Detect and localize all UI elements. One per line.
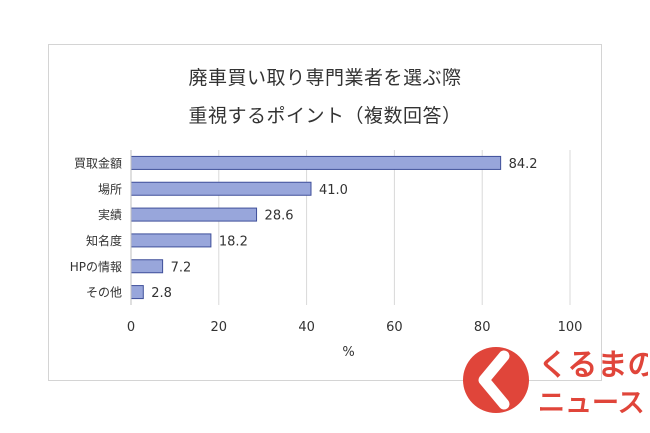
x-tick-label: 60 [386, 320, 403, 335]
bar [130, 181, 312, 196]
data-label: 41.0 [319, 183, 348, 198]
x-tick-label: 0 [127, 320, 135, 335]
category-label: 知名度 [86, 233, 122, 248]
logo-text-top: くるまの [538, 348, 648, 383]
logo-text-bottom: ニュース [538, 388, 645, 419]
x-axis-label: % [342, 345, 354, 360]
bar [130, 259, 164, 274]
bar [130, 285, 144, 300]
category-label: その他 [86, 286, 122, 300]
kuruma-news-logo: くるまの ニュース [463, 347, 648, 419]
logo-circle-icon [463, 347, 529, 413]
category-label: 買取金額 [74, 155, 122, 170]
chart-title-line1: 廃車買い取り専門業者を選ぶ際 [188, 67, 462, 89]
x-tick-label: 80 [474, 320, 491, 335]
x-tick-label: 20 [211, 320, 228, 335]
data-label: 18.2 [219, 234, 248, 249]
chart-title-line2: 重視するポイント（複数回答） [188, 105, 462, 127]
data-label: 2.8 [151, 286, 172, 301]
x-tick-label: 100 [558, 320, 583, 335]
category-label: 実績 [98, 207, 122, 222]
category-label: HPの情報 [70, 260, 122, 274]
logo-chevron-icon [478, 350, 510, 410]
data-label: 7.2 [171, 260, 192, 275]
bar [130, 207, 258, 222]
data-label: 28.6 [265, 209, 294, 224]
bar [130, 233, 212, 248]
category-label: 場所 [98, 182, 122, 196]
x-tick-label: 40 [298, 320, 315, 335]
bar [130, 155, 502, 170]
data-label: 84.2 [509, 157, 538, 172]
